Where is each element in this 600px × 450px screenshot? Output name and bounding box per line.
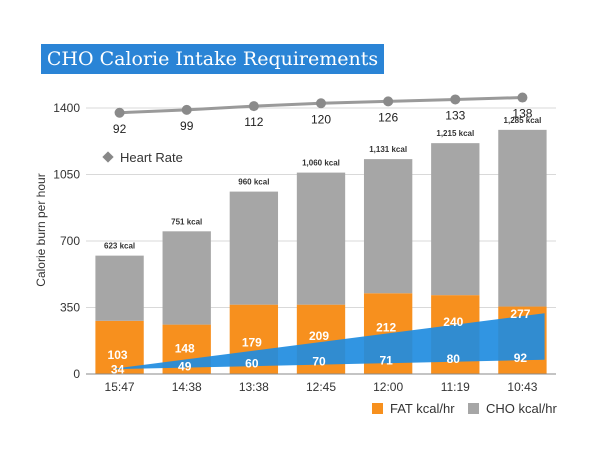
overlay-polygon bbox=[109, 313, 545, 370]
x-tick-label: 13:38 bbox=[239, 380, 269, 394]
bar-cho bbox=[431, 143, 480, 296]
x-tick-label: 10:43 bbox=[507, 380, 537, 394]
bars bbox=[95, 129, 547, 374]
x-tick-label: 12:45 bbox=[306, 380, 336, 394]
bar-total-label: 1,285 kcal bbox=[504, 116, 542, 125]
overlay-upper-label: 209 bbox=[309, 329, 329, 343]
y-tick-label: 0 bbox=[73, 367, 80, 381]
overlay-lower-label: 60 bbox=[245, 357, 259, 371]
overlay-upper-label: 277 bbox=[510, 307, 530, 321]
legend: FAT kcal/hr CHO kcal/hr bbox=[372, 401, 557, 416]
bar-cho bbox=[296, 172, 346, 305]
overlay-upper-label: 103 bbox=[108, 348, 128, 362]
y-tick-labels: 0 350 700 1050 1400 bbox=[53, 101, 80, 381]
overlay-lower-label: 71 bbox=[379, 354, 393, 368]
overlay-upper-label: 212 bbox=[376, 320, 396, 334]
overlay-upper-label: 179 bbox=[242, 336, 262, 350]
x-tick-label: 12:00 bbox=[373, 380, 403, 394]
bar-total-label: 1,131 kcal bbox=[369, 145, 407, 154]
overlay-lower-label: 70 bbox=[312, 355, 326, 369]
overlay-upper-label: 240 bbox=[443, 315, 463, 329]
x-tick-label: 15:47 bbox=[105, 380, 135, 394]
heart-rate-point bbox=[450, 94, 461, 105]
legend-fat-swatch bbox=[372, 403, 383, 414]
overlay-upper-label: 148 bbox=[175, 341, 195, 355]
y-tick-label: 1050 bbox=[53, 168, 80, 182]
legend-fat-label: FAT kcal/hr bbox=[390, 401, 455, 416]
y-axis-label: Calorie burn per hour bbox=[34, 173, 48, 286]
legend-cho-swatch bbox=[468, 403, 479, 414]
heart-rate-series: 92 99 112 120 126 133 138 bbox=[113, 92, 533, 136]
heart-rate-point bbox=[248, 101, 259, 112]
heart-rate-point bbox=[114, 107, 125, 118]
x-tick-label: 11:19 bbox=[441, 380, 470, 394]
bar-total-label: 1,060 kcal bbox=[302, 159, 340, 168]
heart-rate-value-label: 92 bbox=[113, 122, 127, 136]
bar-total-labels: 623 kcal 751 kcal 960 kcal 1,060 kcal 1,131 … bbox=[104, 116, 541, 251]
bar-cho bbox=[498, 129, 547, 307]
bar-cho bbox=[229, 191, 279, 305]
y-tick-label: 350 bbox=[60, 301, 80, 315]
bar-cho bbox=[363, 159, 413, 294]
overlay-lower-label: 80 bbox=[447, 352, 461, 366]
heart-rate-value-label: 133 bbox=[445, 108, 465, 122]
overlay-lower-label: 49 bbox=[178, 359, 192, 373]
bar-total-label: 960 kcal bbox=[238, 178, 269, 187]
y-tick-label: 1400 bbox=[53, 101, 80, 115]
heart-rate-legend: Heart Rate bbox=[102, 150, 183, 165]
x-tick-label: 14:38 bbox=[172, 380, 202, 394]
heart-rate-point bbox=[181, 104, 192, 115]
bar-total-label: 623 kcal bbox=[104, 242, 135, 251]
heart-rate-value-label: 126 bbox=[378, 110, 398, 124]
heart-rate-legend-marker bbox=[102, 151, 114, 163]
heart-rate-value-label: 138 bbox=[512, 107, 532, 121]
y-tick-label: 700 bbox=[60, 234, 80, 248]
overlay-lower-label: 34 bbox=[111, 362, 125, 376]
bar-total-label: 751 kcal bbox=[171, 217, 202, 226]
heart-rate-value-label: 112 bbox=[244, 115, 263, 129]
heart-rate-point bbox=[316, 98, 326, 109]
bar-cho bbox=[162, 231, 211, 325]
overlay-lower-label: 92 bbox=[514, 351, 528, 365]
heart-rate-point bbox=[517, 92, 528, 103]
heart-rate-point bbox=[383, 96, 394, 107]
x-tick-labels: 15:47 14:38 13:38 12:45 12:00 11:19 10:43 bbox=[105, 380, 538, 394]
bar-fat bbox=[95, 320, 144, 374]
heart-rate-legend-label: Heart Rate bbox=[120, 150, 183, 165]
title-banner: CHO Calorie Intake Requirements bbox=[41, 44, 384, 74]
bar-cho bbox=[95, 255, 144, 321]
legend-cho-label: CHO kcal/hr bbox=[486, 401, 557, 416]
bar-total-label: 1,215 kcal bbox=[436, 129, 474, 138]
chart-title: CHO Calorie Intake Requirements bbox=[46, 48, 379, 70]
heart-rate-value-label: 99 bbox=[180, 119, 194, 133]
heart-rate-value-label: 120 bbox=[311, 112, 331, 126]
